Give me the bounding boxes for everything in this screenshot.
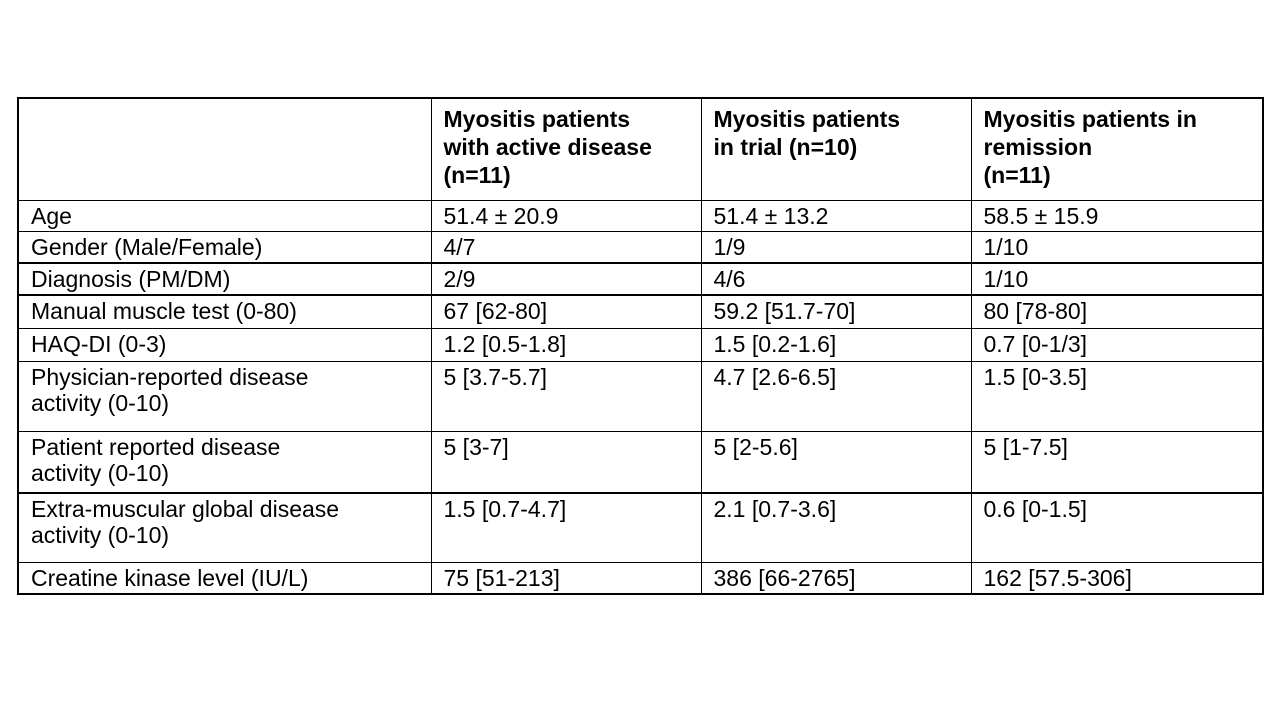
cell-value: 1.5 [0.2-1.6] — [700, 327, 972, 362]
column-header-in-trial: Myositis patients in trial (n=10) — [700, 97, 972, 201]
row-label: Age — [17, 199, 432, 232]
table-row-patient-reported-activity: Patient reported disease activity (0-10)… — [17, 430, 1264, 494]
row-label: Patient reported disease activity (0-10) — [17, 430, 432, 494]
cell-value: 5 [3.7-5.7] — [430, 360, 702, 432]
cell-value: 5 [3-7] — [430, 430, 702, 494]
cell-value: 51.4 ± 13.2 — [700, 199, 972, 232]
row-label: Extra-muscular global disease activity (… — [17, 492, 432, 563]
cell-value: 75 [51-213] — [430, 561, 702, 594]
cell-value: 4/6 — [700, 262, 972, 296]
cell-value: 0.6 [0-1.5] — [970, 492, 1264, 563]
cell-value: 1/10 — [970, 262, 1264, 296]
row-label: HAQ-DI (0-3) — [17, 327, 432, 362]
cell-value: 4/7 — [430, 230, 702, 264]
table-row-diagnosis: Diagnosis (PM/DM) 2/9 4/6 1/10 — [17, 262, 1264, 296]
cell-value: 67 [62-80] — [430, 294, 702, 329]
column-header-active-disease: Myositis patients with active disease (n… — [430, 97, 702, 201]
cell-value: 58.5 ± 15.9 — [970, 199, 1264, 232]
cell-value: 5 [1-7.5] — [970, 430, 1264, 494]
cell-value: 1.5 [0-3.5] — [970, 360, 1264, 432]
row-label: Diagnosis (PM/DM) — [17, 262, 432, 296]
table-row-physician-reported-activity: Physician-reported disease activity (0-1… — [17, 360, 1264, 432]
table-row-extra-muscular-activity: Extra-muscular global disease activity (… — [17, 492, 1264, 563]
table-row-manual-muscle-test: Manual muscle test (0-80) 67 [62-80] 59.… — [17, 294, 1264, 329]
row-label: Gender (Male/Female) — [17, 230, 432, 264]
table-row-gender: Gender (Male/Female) 4/7 1/9 1/10 — [17, 230, 1264, 264]
cell-value: 59.2 [51.7-70] — [700, 294, 972, 329]
cell-value: 1.2 [0.5-1.8] — [430, 327, 702, 362]
table-row-age: Age 51.4 ± 20.9 51.4 ± 13.2 58.5 ± 15.9 — [17, 199, 1264, 232]
cell-value: 1/10 — [970, 230, 1264, 264]
table-row-creatine-kinase: Creatine kinase level (IU/L) 75 [51-213]… — [17, 561, 1264, 594]
column-header-remission: Myositis patients in remission (n=11) — [970, 97, 1264, 201]
cell-value: 0.7 [0-1/3] — [970, 327, 1264, 362]
row-label: Physician-reported disease activity (0-1… — [17, 360, 432, 432]
cell-value: 162 [57.5-306] — [970, 561, 1264, 594]
patient-characteristics-table: Myositis patients with active disease (n… — [17, 97, 1264, 595]
cell-value: 51.4 ± 20.9 — [430, 199, 702, 232]
column-header-empty — [17, 97, 432, 201]
row-label: Creatine kinase level (IU/L) — [17, 561, 432, 594]
cell-value: 1/9 — [700, 230, 972, 264]
table-row-haq-di: HAQ-DI (0-3) 1.2 [0.5-1.8] 1.5 [0.2-1.6]… — [17, 327, 1264, 362]
cell-value: 5 [2-5.6] — [700, 430, 972, 494]
cell-value: 386 [66-2765] — [700, 561, 972, 594]
row-label: Manual muscle test (0-80) — [17, 294, 432, 329]
table-header-row: Myositis patients with active disease (n… — [17, 97, 1264, 201]
cell-value: 4.7 [2.6-6.5] — [700, 360, 972, 432]
cell-value: 80 [78-80] — [970, 294, 1264, 329]
cell-value: 2/9 — [430, 262, 702, 296]
cell-value: 2.1 [0.7-3.6] — [700, 492, 972, 563]
cell-value: 1.5 [0.7-4.7] — [430, 492, 702, 563]
